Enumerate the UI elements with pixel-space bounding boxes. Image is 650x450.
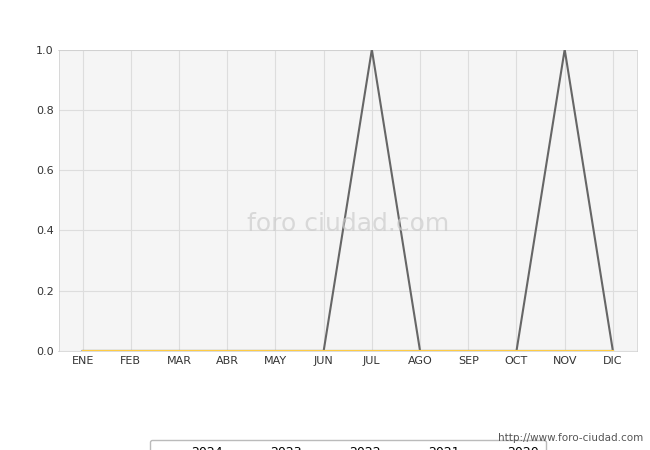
Legend: 2024, 2023, 2022, 2021, 2020: 2024, 2023, 2022, 2021, 2020 xyxy=(150,440,545,450)
Text: http://www.foro-ciudad.com: http://www.foro-ciudad.com xyxy=(499,433,644,443)
Text: foro ciudad.com: foro ciudad.com xyxy=(246,212,449,236)
Text: Matriculaciones de Vehiculos en Sotodosos: Matriculaciones de Vehiculos en Sotodoso… xyxy=(131,11,519,29)
